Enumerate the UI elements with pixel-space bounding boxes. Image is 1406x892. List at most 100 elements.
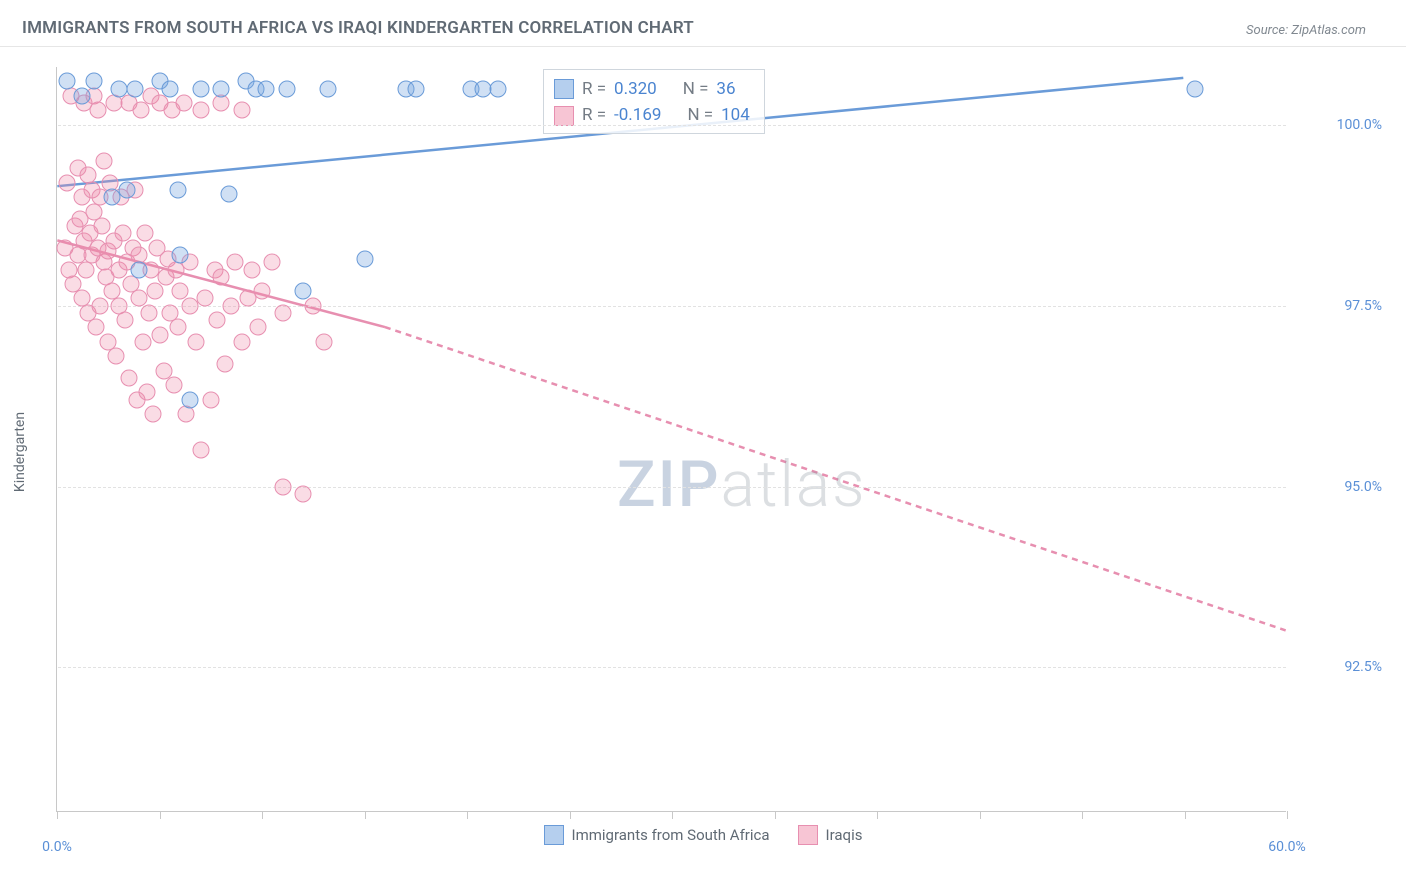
data-point [489, 80, 506, 97]
data-point [145, 406, 162, 423]
y-axis-title: Kindergarten [12, 412, 28, 492]
data-point [176, 95, 193, 112]
x-tick [980, 811, 981, 819]
x-tick [775, 811, 776, 819]
x-tick [57, 811, 58, 819]
data-point [192, 80, 209, 97]
data-point [90, 102, 107, 119]
data-point [278, 80, 295, 97]
y-tick-label: 97.5% [1294, 298, 1382, 314]
data-point [208, 312, 225, 329]
swatch-pink-icon [554, 106, 574, 126]
x-tick [1185, 811, 1186, 819]
swatch-pink-icon [798, 825, 818, 845]
gridline [58, 667, 1286, 668]
legend-row-blue: R = 0.320 N = 36 [554, 76, 750, 102]
data-point [118, 181, 135, 198]
data-point [243, 261, 260, 278]
data-point [233, 102, 250, 119]
data-point [161, 80, 178, 97]
data-point [223, 297, 240, 314]
x-tick [570, 811, 571, 819]
data-point [249, 319, 266, 336]
data-point [202, 391, 219, 408]
data-point [274, 478, 291, 495]
data-point [192, 102, 209, 119]
x-tick [262, 811, 263, 819]
gridline [58, 487, 1286, 488]
data-point [213, 268, 230, 285]
data-point [116, 312, 133, 329]
data-point [110, 80, 127, 97]
data-point [151, 326, 168, 343]
r-value-blue: 0.320 [614, 76, 657, 102]
data-point [87, 319, 104, 336]
data-point [141, 304, 158, 321]
data-point [172, 247, 189, 264]
data-point [108, 348, 125, 365]
bottom-legend: Immigrants from South Africa Iraqis [0, 825, 1406, 845]
trend-lines [57, 67, 1286, 811]
data-point [264, 254, 281, 271]
gridline [58, 306, 1286, 307]
data-point [182, 391, 199, 408]
data-point [92, 297, 109, 314]
legend-item-blue: Immigrants from South Africa [544, 825, 770, 845]
watermark: ZIPatlas [617, 447, 867, 522]
chart-area: Kindergarten R = 0.320 N = 36 R = -0.169… [0, 47, 1406, 857]
data-point [165, 377, 182, 394]
x-tick [1287, 811, 1288, 819]
data-point [274, 304, 291, 321]
data-point [120, 370, 137, 387]
data-point [295, 283, 312, 300]
n-value-blue: 36 [716, 76, 735, 102]
data-point [126, 80, 143, 97]
data-point [73, 87, 90, 104]
swatch-blue-icon [554, 79, 574, 99]
x-tick [877, 811, 878, 819]
data-point [356, 250, 373, 267]
data-point [217, 355, 234, 372]
data-point [139, 384, 156, 401]
data-point [305, 297, 322, 314]
y-tick-label: 100.0% [1294, 117, 1382, 133]
data-point [192, 442, 209, 459]
data-point [227, 254, 244, 271]
data-point [258, 80, 275, 97]
data-point [315, 333, 332, 350]
data-point [59, 73, 76, 90]
swatch-blue-icon [544, 825, 564, 845]
data-point [1186, 80, 1203, 97]
data-point [213, 95, 230, 112]
data-point [178, 406, 195, 423]
legend-label-blue: Immigrants from South Africa [572, 826, 770, 844]
data-point [196, 290, 213, 307]
data-point [233, 333, 250, 350]
data-point [213, 80, 230, 97]
chart-title: IMMIGRANTS FROM SOUTH AFRICA VS IRAQI KI… [22, 18, 694, 38]
data-point [131, 261, 148, 278]
data-point [59, 174, 76, 191]
chart-source: Source: ZipAtlas.com [1246, 23, 1366, 38]
data-point [85, 73, 102, 90]
x-tick [1082, 811, 1083, 819]
gridline [58, 125, 1286, 126]
data-point [96, 153, 113, 170]
x-tick [160, 811, 161, 819]
x-tick [672, 811, 673, 819]
data-point [169, 181, 186, 198]
x-tick [467, 811, 468, 819]
data-point [94, 218, 111, 235]
data-point [407, 80, 424, 97]
data-point [295, 485, 312, 502]
data-point [135, 333, 152, 350]
legend-item-pink: Iraqis [798, 825, 863, 845]
watermark-light: atlas [721, 447, 867, 522]
chart-header: IMMIGRANTS FROM SOUTH AFRICA VS IRAQI KI… [0, 0, 1406, 47]
y-tick-label: 92.5% [1294, 659, 1382, 675]
data-point [169, 319, 186, 336]
data-point [147, 283, 164, 300]
y-tick-label: 95.0% [1294, 479, 1382, 495]
data-point [77, 261, 94, 278]
data-point [254, 283, 271, 300]
